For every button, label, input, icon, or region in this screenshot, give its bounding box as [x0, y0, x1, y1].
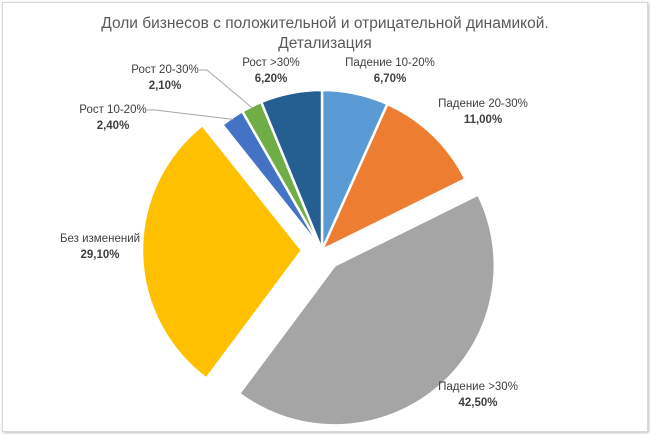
- chart-title: Доли бизнесов с положительной и отрицате…: [0, 14, 650, 54]
- slice-value-4: 29,10%: [80, 249, 119, 261]
- slice-label-4: Без изменений: [60, 233, 140, 245]
- pie-slice-3: [237, 192, 497, 427]
- slice-value-3: 42,50%: [458, 397, 497, 409]
- leader-line-5: [147, 109, 234, 120]
- leader-line-6: [199, 69, 253, 109]
- pie-slice-2: [319, 102, 468, 253]
- slice-label-3: Падение >30%: [438, 381, 518, 393]
- slice-value-6: 2,10%: [149, 80, 182, 92]
- slice-label-7: Рост >30%: [242, 57, 300, 69]
- pie-slice-4: [140, 123, 304, 381]
- pie-slices: [140, 88, 497, 427]
- pie-slice-7: [259, 88, 324, 251]
- slice-labels: Падение 10-20% 6,70% Падение 20-30% 11,00% П…: [60, 57, 528, 409]
- slice-value-5: 2,40%: [97, 120, 130, 132]
- slice-value-2: 11,00%: [464, 114, 502, 126]
- chart-title-line-1: Доли бизнесов с положительной и отрицате…: [101, 15, 549, 32]
- slice-value-7: 6,20%: [255, 73, 288, 85]
- slice-label-1: Падение 10-20%: [345, 57, 435, 69]
- chart-title-line-2: Детализация: [278, 35, 372, 52]
- slice-label-5: Рост 10-20%: [79, 104, 146, 116]
- slice-label-2: Падение 20-30%: [438, 98, 528, 110]
- slice-value-1: 6,70%: [374, 73, 407, 85]
- slice-label-6: Рост 20-30%: [131, 64, 198, 76]
- leader-lines: [147, 69, 253, 120]
